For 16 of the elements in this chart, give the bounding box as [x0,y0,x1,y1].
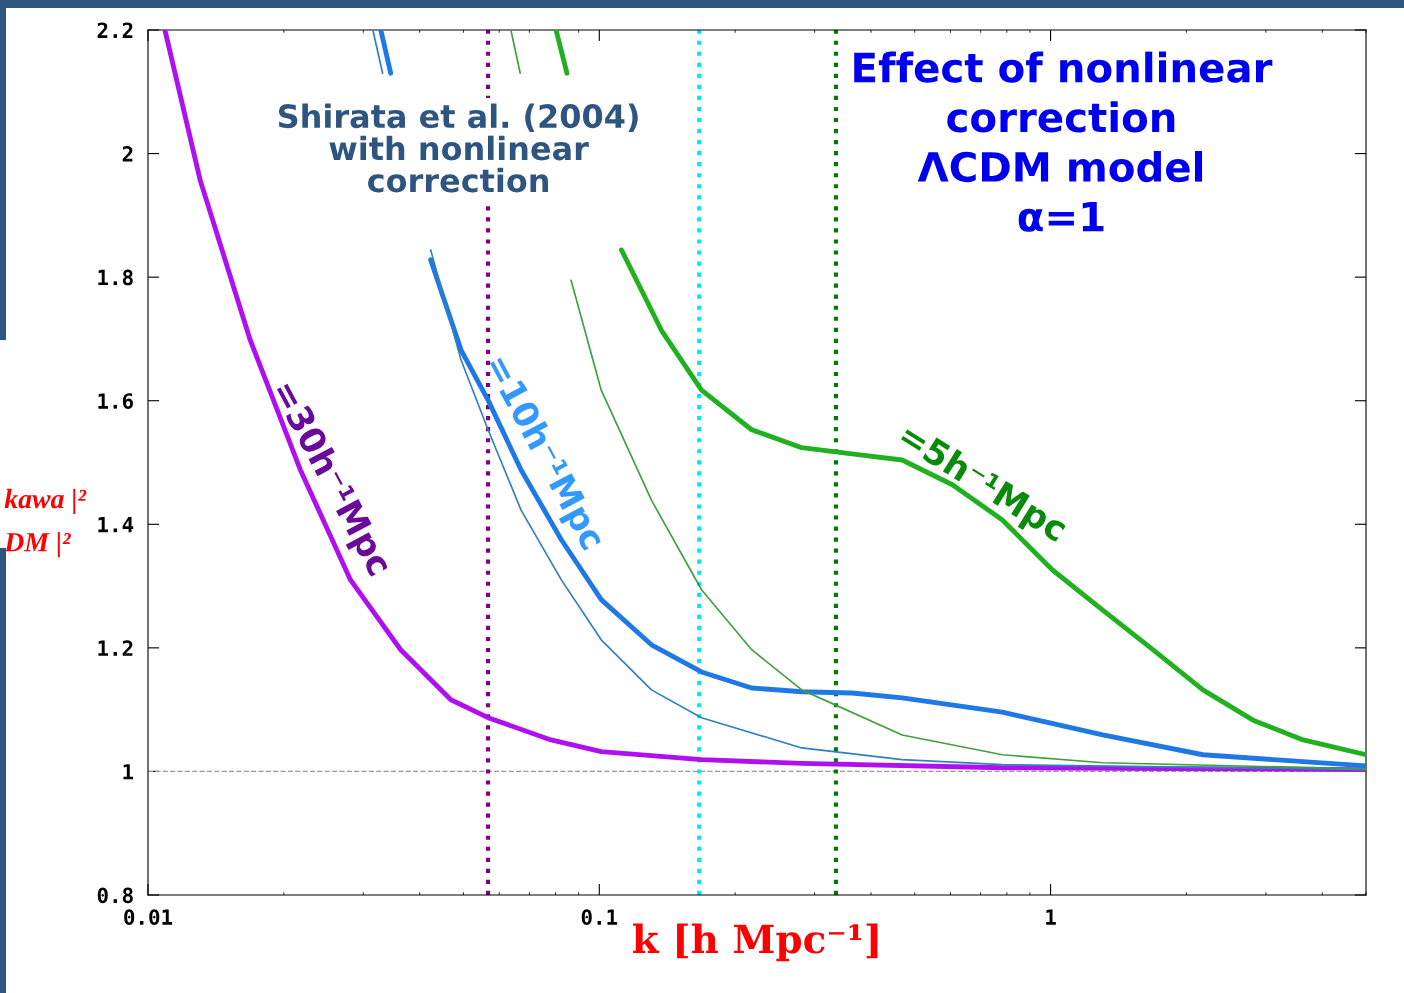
y-tick-label: 2 [122,146,133,162]
x-tick-label: 1 [1046,909,1056,925]
y-tick-label: 1 [123,764,134,780]
text: DM |² [4,532,71,558]
x-tick-label: 0.01 [124,909,173,926]
y-tick-label: 2.2 [97,22,133,38]
text: Effect of nonlinear correction ΛCDM model α=1 [854,51,1273,232]
y-tick-label: 1.8 [98,269,133,286]
y-tick-label: 0.8 [97,887,133,904]
text: kawa |² [4,488,87,515]
annotation: Shirata et al. (2004) with nonlinear correction [278,103,638,193]
x-axis-title: k [h Mpc⁻¹] [633,923,878,962]
y-tick-label: 1.4 [98,517,134,533]
y-tick-label: 1.6 [98,393,133,409]
x-tick-label: 0.1 [581,909,618,926]
y-tick-label: 1.2 [98,640,133,656]
